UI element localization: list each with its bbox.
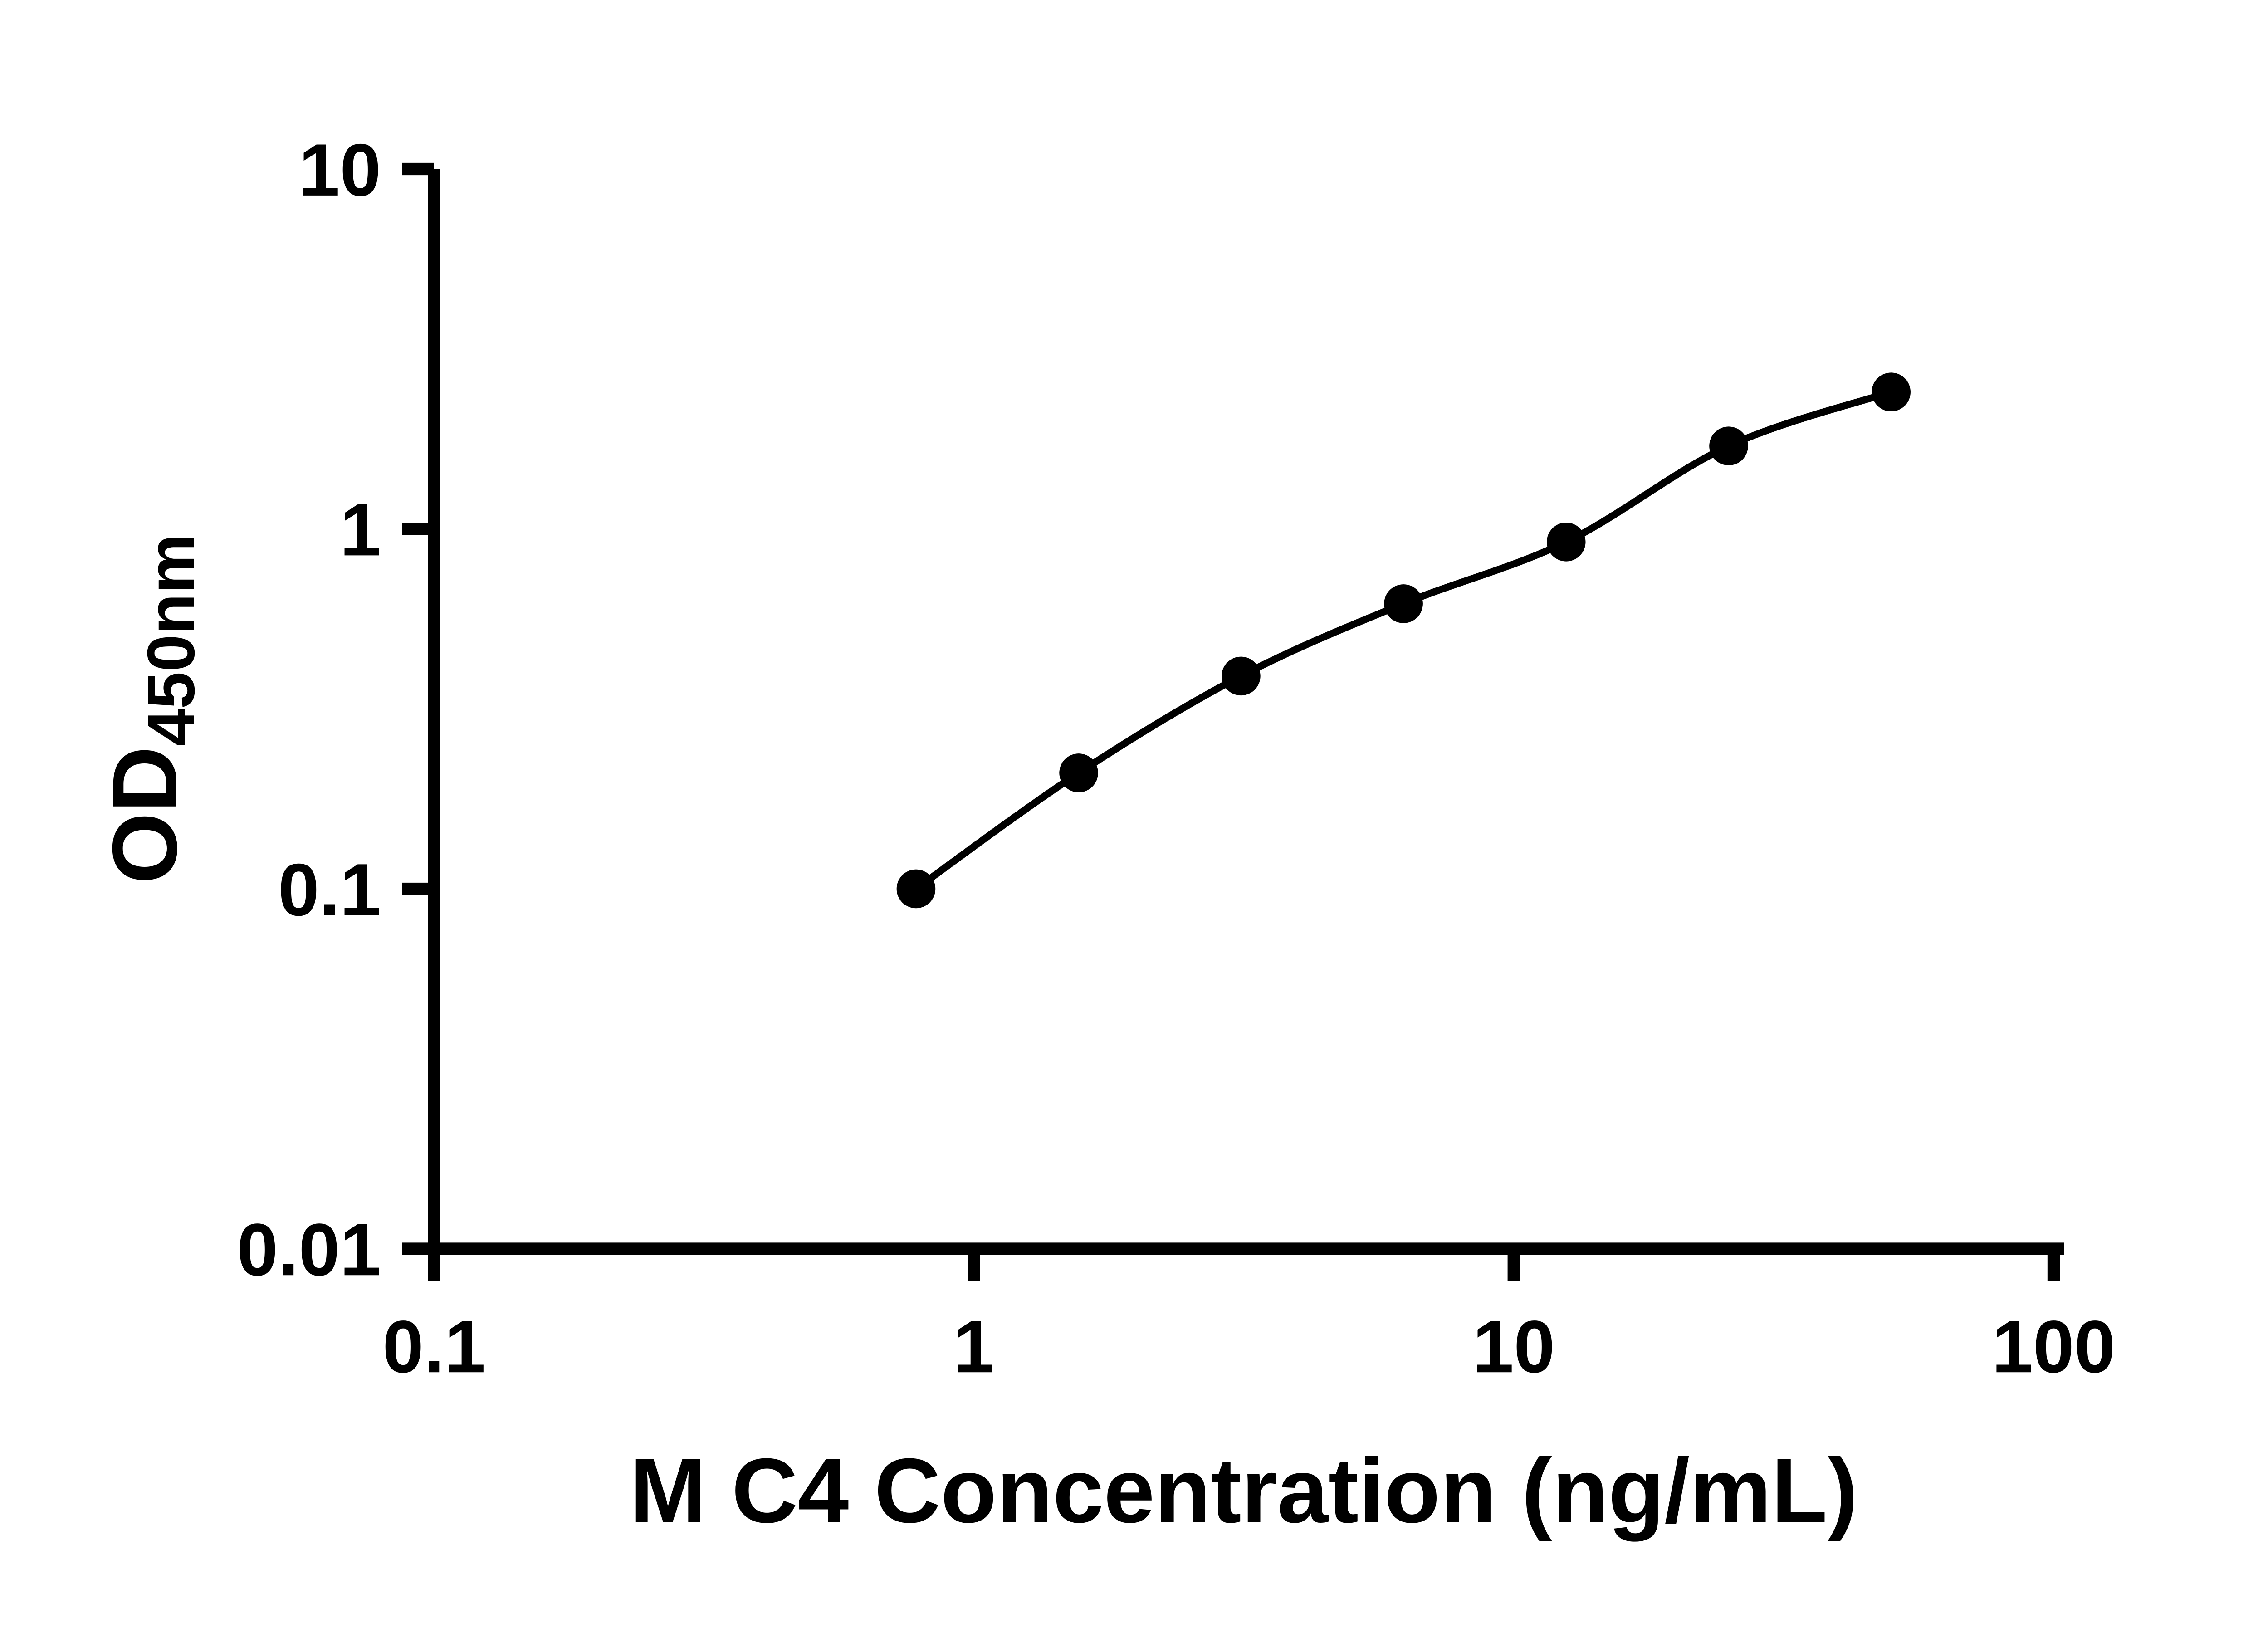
x-axis-tick-label: 100 xyxy=(1992,1305,2116,1388)
x-axis-tick-label: 10 xyxy=(1472,1305,1555,1388)
axis-spines xyxy=(428,169,2064,1255)
y-axis-tick-label: 0.1 xyxy=(278,848,381,931)
fit-curve xyxy=(914,388,1892,892)
data-point xyxy=(1546,523,1586,562)
data-point xyxy=(1059,753,1098,792)
y-axis-tick-label: 1 xyxy=(340,488,381,571)
x-axis-tick-label: 0.1 xyxy=(382,1305,485,1388)
x-axis-title: M C4 Concentration (ng/mL) xyxy=(630,1439,1858,1542)
x-axis-tick-label: 1 xyxy=(953,1305,995,1388)
y-axis-title-main: OD xyxy=(93,746,196,884)
data-point xyxy=(1222,656,1261,696)
y-axis-title-subscript: 450nm xyxy=(134,534,209,746)
data-point xyxy=(1872,372,1911,411)
data-point xyxy=(1709,426,1748,465)
y-axis-tick-label: 10 xyxy=(298,128,381,211)
data-point xyxy=(896,869,936,909)
y-axis-title: OD450nm xyxy=(93,534,209,884)
data-point xyxy=(1384,584,1423,623)
y-axis-tick-label: 0.01 xyxy=(237,1208,381,1291)
